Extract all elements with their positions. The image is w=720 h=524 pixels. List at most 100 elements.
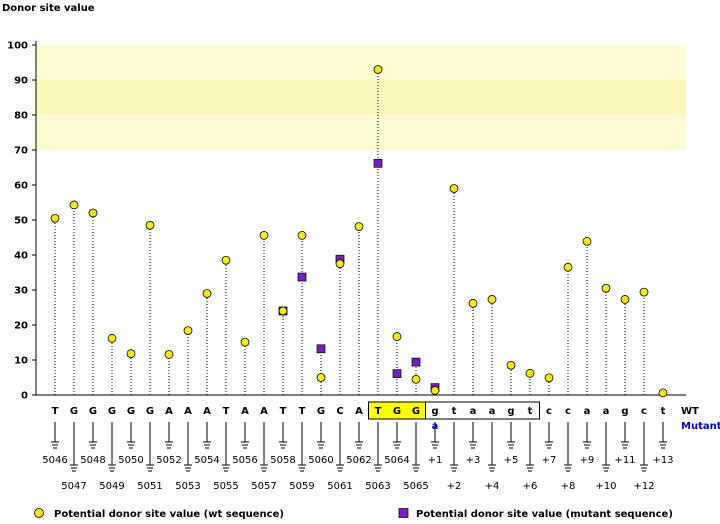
wt-base-label: T	[223, 406, 230, 417]
wt-point	[69, 200, 79, 210]
position-label: 5064	[384, 455, 409, 466]
wt-point	[601, 283, 611, 293]
legend-wt-marker	[34, 508, 44, 518]
position-label: +9	[580, 455, 595, 466]
wt-point	[430, 386, 440, 395]
wt-point	[658, 388, 668, 398]
wt-point	[240, 337, 250, 347]
wt-base-label: A	[184, 406, 192, 417]
wt-point	[506, 360, 516, 370]
position-label: 5051	[137, 481, 162, 492]
wt-point	[259, 230, 269, 240]
position-label: 5062	[346, 455, 371, 466]
position-label: 5053	[175, 481, 200, 492]
position-label: 5046	[42, 455, 67, 466]
mutant-row-label: Mutant	[681, 421, 720, 432]
y-tick-label: 20	[14, 321, 28, 332]
wt-point	[164, 349, 174, 359]
y-tick-label: 70	[14, 146, 28, 157]
mutant-point	[316, 344, 326, 354]
position-label: 5058	[270, 455, 295, 466]
wt-base-label: G	[89, 406, 97, 417]
wt-point	[544, 373, 554, 383]
wt-base-label: c	[565, 406, 571, 417]
position-label: +11	[614, 455, 635, 466]
wt-base-label: T	[375, 406, 382, 417]
wt-point	[316, 373, 326, 382]
wt-base-label: t	[452, 406, 457, 417]
wt-base-label: C	[336, 406, 343, 417]
wt-point	[50, 213, 60, 223]
wt-base-label: G	[393, 406, 401, 417]
y-tick-label: 90	[14, 76, 28, 87]
y-tick-label: 0	[21, 391, 28, 402]
wt-point	[411, 374, 421, 384]
wt-point	[449, 184, 459, 193]
wt-point	[639, 287, 649, 297]
mutant-point	[392, 369, 402, 378]
position-label: +12	[633, 481, 654, 492]
position-label: 5059	[289, 481, 314, 492]
y-tick-label: 60	[14, 181, 28, 192]
exon-highlight-box	[368, 401, 426, 420]
wt-base-label: a	[470, 406, 477, 417]
wt-point	[183, 326, 193, 336]
wt-point	[354, 222, 364, 232]
wt-point	[88, 208, 98, 218]
wt-base-label: g	[431, 406, 438, 417]
position-label: +2	[447, 481, 462, 492]
wt-base-label: a	[603, 406, 610, 417]
wt-point	[107, 333, 117, 343]
y-tick-label: 30	[14, 286, 28, 297]
wt-base-label: t	[661, 406, 666, 417]
wt-base-label: g	[621, 406, 628, 417]
y-tick-label: 100	[7, 41, 28, 52]
wt-point	[335, 259, 345, 269]
wt-point	[563, 262, 573, 272]
wt-base-label: T	[52, 406, 59, 417]
wt-point	[525, 368, 535, 378]
position-label: 5047	[61, 481, 86, 492]
position-label: 5056	[232, 455, 257, 466]
wt-base-label: t	[528, 406, 533, 417]
wt-point	[202, 289, 212, 298]
position-label: +3	[466, 455, 481, 466]
y-tick-label: 40	[14, 251, 28, 262]
position-label: +4	[485, 481, 500, 492]
wt-base-label: T	[280, 406, 287, 417]
wt-base-label: G	[317, 406, 325, 417]
highlight-band-core	[36, 80, 686, 115]
wt-point	[373, 65, 383, 74]
wt-point	[392, 332, 402, 341]
legend-mutant-label: Potential donor site value (mutant seque…	[416, 509, 673, 520]
wt-point	[278, 306, 288, 316]
position-label: 5054	[194, 455, 219, 466]
position-label: 5061	[327, 481, 352, 492]
position-label: 5049	[99, 481, 124, 492]
legend-wt-label: Potential donor site value (wt sequence)	[54, 509, 284, 520]
position-label: 5065	[403, 481, 428, 492]
y-tick-label: 50	[14, 216, 28, 227]
wt-base-label: c	[641, 406, 647, 417]
legend-mutant-marker	[398, 508, 409, 518]
wt-base-label: G	[146, 406, 154, 417]
wt-point	[620, 295, 630, 304]
position-label: +7	[542, 455, 557, 466]
wt-point	[297, 230, 307, 240]
wt-point	[221, 255, 231, 265]
position-label: 5063	[365, 481, 390, 492]
wt-point	[487, 295, 497, 304]
wt-base-label: A	[260, 406, 268, 417]
position-label: 5057	[251, 481, 276, 492]
position-label: +1	[428, 455, 443, 466]
position-label: 5050	[118, 455, 143, 466]
wt-base-label: A	[165, 406, 173, 417]
wt-base-label: c	[546, 406, 552, 417]
position-label: +6	[523, 481, 538, 492]
wt-base-label: T	[299, 406, 306, 417]
wt-base-label: G	[412, 406, 420, 417]
wt-row-label: WT	[681, 406, 699, 417]
mutant-point	[297, 272, 307, 282]
